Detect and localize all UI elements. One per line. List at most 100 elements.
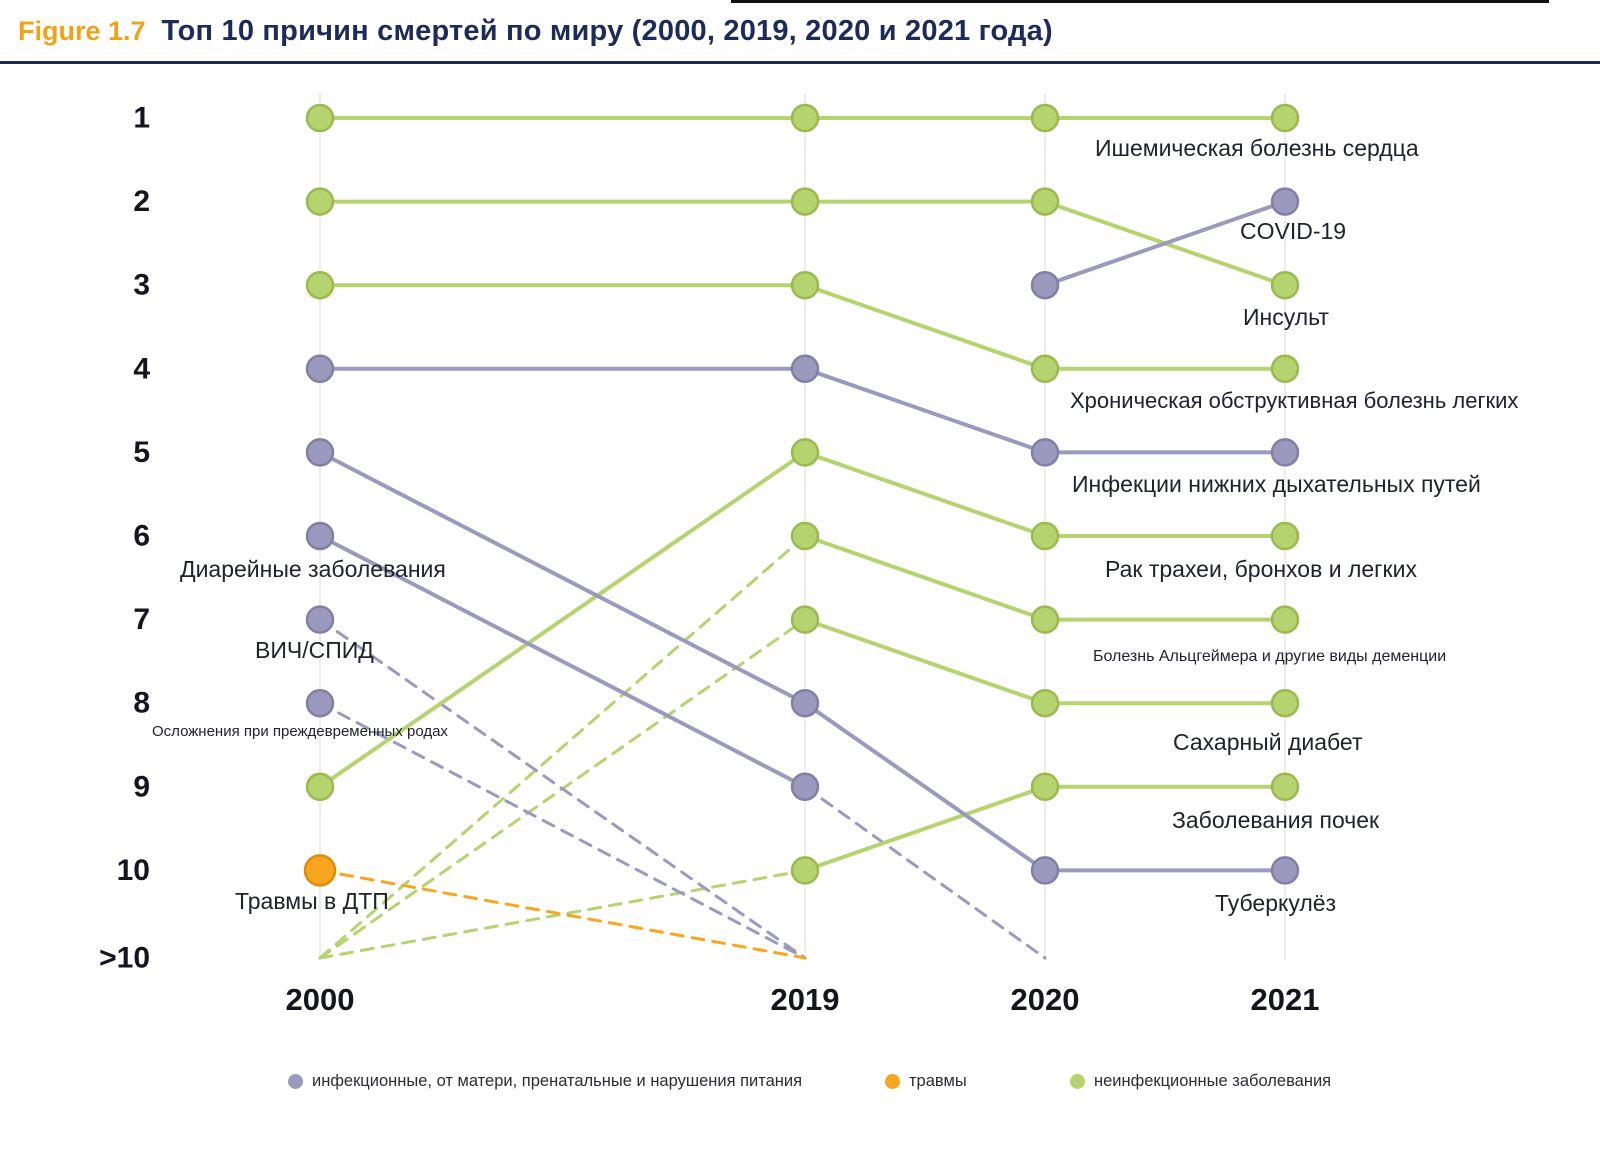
y-axis-tick-label: 2 [133, 185, 150, 218]
chart-legend: инфекционные, от матери, пренатальные и … [0, 1066, 1600, 1106]
series-segment [803, 785, 1047, 960]
rank-dot [303, 854, 337, 887]
disease-label: Сахарный диабет [1173, 729, 1363, 755]
rank-dot [305, 605, 335, 634]
disease-label: Рак трахеи, бронхов и легких [1105, 556, 1417, 582]
rank-dot [1270, 438, 1300, 467]
y-axis-tick-label: 3 [133, 269, 150, 302]
rank-dot [1270, 521, 1300, 551]
bump-chart: 1 2 3 4 5 6 7 8 9 10 >10 2000 2019 2020 2021 Ишемическа… [99, 93, 1518, 1017]
rank-dot [1030, 688, 1060, 718]
disease-label: Туберкулёз [1215, 890, 1336, 916]
disease-label: Осложнения при преждевременных родах [152, 723, 448, 740]
rank-dot [1270, 772, 1300, 802]
series-segment [803, 366, 1047, 455]
series-segment [803, 534, 1047, 622]
series-segment [318, 868, 807, 960]
disease-label: Диарейные заболевания [180, 556, 446, 582]
rank-dot [1030, 605, 1060, 634]
y-axis-tick-label: 7 [133, 603, 150, 636]
series-segment [803, 283, 1047, 371]
x-axis-year-label: 2020 [1011, 982, 1080, 1017]
rank-dot [305, 270, 335, 300]
series-segment [803, 701, 1047, 873]
series-segment [318, 450, 807, 706]
rank-dot [790, 438, 820, 467]
series-segment [318, 701, 807, 960]
series-segment [803, 450, 1047, 538]
y-axis-tick-label: 1 [133, 102, 150, 135]
legend-item-noncommunicable: неинфекционные заболевания [1070, 1072, 1331, 1091]
rank-dot [790, 521, 820, 551]
y-axis-tick-label: 9 [133, 770, 150, 803]
y-axis-tick-label: 6 [133, 520, 150, 553]
disease-label: Заболевания почек [1172, 807, 1380, 833]
legend-label-noncommunicable: неинфекционные заболевания [1094, 1072, 1332, 1090]
rank-dot [1030, 270, 1060, 300]
series-segment [318, 450, 807, 789]
rank-dot [790, 270, 820, 300]
series-segment [1043, 199, 1287, 288]
series-segment [318, 534, 807, 789]
disease-label: COVID-19 [1240, 218, 1346, 244]
legend-dot-infectious-icon [288, 1074, 303, 1089]
y-axis-tick-label: >10 [99, 942, 150, 975]
rank-dot [790, 187, 820, 216]
figure-header: Figure 1.7 Топ 10 причин смертей по миру… [0, 0, 1600, 64]
rank-dot [305, 688, 335, 718]
series-segment [803, 617, 1047, 706]
disease-label: Инсульт [1243, 304, 1329, 330]
rank-dot [1270, 605, 1300, 634]
top-rule [731, 0, 1549, 3]
y-axis-tick-label: 10 [117, 854, 150, 887]
rank-dot [305, 521, 335, 551]
disease-label: Инфекции нижних дыхательных путей [1072, 471, 1481, 497]
rank-dot [1030, 438, 1060, 467]
y-axis-tick-label: 5 [133, 436, 150, 469]
rank-dot [1030, 856, 1060, 885]
y-axis-tick-label: 4 [133, 352, 150, 385]
rank-dot [1030, 354, 1060, 384]
rank-dot [790, 772, 820, 802]
figure-title: Топ 10 причин смертей по миру (2000, 201… [161, 15, 1053, 47]
legend-item-infectious: инфекционные, от матери, пренатальные и … [288, 1072, 802, 1091]
rank-dot [1270, 856, 1300, 885]
legend-label-infectious: инфекционные, от матери, пренатальные и … [312, 1072, 803, 1090]
figure-number-label: Figure 1.7 [18, 16, 146, 46]
x-axis-year-label: 2021 [1251, 982, 1320, 1017]
disease-label: Травмы в ДТП [235, 888, 389, 914]
rank-dot [790, 688, 820, 718]
disease-label: ВИЧ/СПИД [255, 637, 374, 663]
series-segment [318, 618, 807, 960]
disease-label: Болезнь Альцгеймера и другие виды деменц… [1093, 648, 1446, 665]
rank-dot [305, 103, 335, 133]
legend-dot-injuries-icon [885, 1074, 900, 1089]
rank-dot [1030, 187, 1060, 216]
rank-dot [1270, 270, 1300, 300]
rank-dot [305, 772, 335, 802]
rank-dot [790, 605, 820, 634]
legend-item-injuries: травмы [885, 1072, 967, 1091]
rank-dot [1030, 772, 1060, 802]
disease-label: Ишемическая болезнь сердца [1095, 135, 1419, 161]
rank-dot [1270, 187, 1300, 216]
rank-dot [1270, 354, 1300, 384]
legend-label-injuries: травмы [909, 1072, 967, 1090]
series-segment [803, 784, 1047, 873]
rank-dot [1270, 103, 1300, 133]
x-axis-year-label: 2019 [771, 982, 840, 1017]
rank-dot [305, 354, 335, 384]
rank-dot [1030, 521, 1060, 551]
rank-dot [1030, 103, 1060, 133]
rank-dot [790, 103, 820, 133]
rank-dot [305, 187, 335, 216]
x-axis-year-label: 2000 [286, 982, 355, 1017]
y-axis-tick-label: 8 [133, 687, 150, 720]
rank-dot [1270, 688, 1300, 718]
legend-dot-noncommunicable-icon [1070, 1074, 1085, 1089]
disease-label: Хроническая обструктивная болезнь легких [1070, 388, 1518, 413]
series-segment [318, 534, 807, 960]
rank-dot [790, 354, 820, 384]
rank-dot [305, 438, 335, 467]
